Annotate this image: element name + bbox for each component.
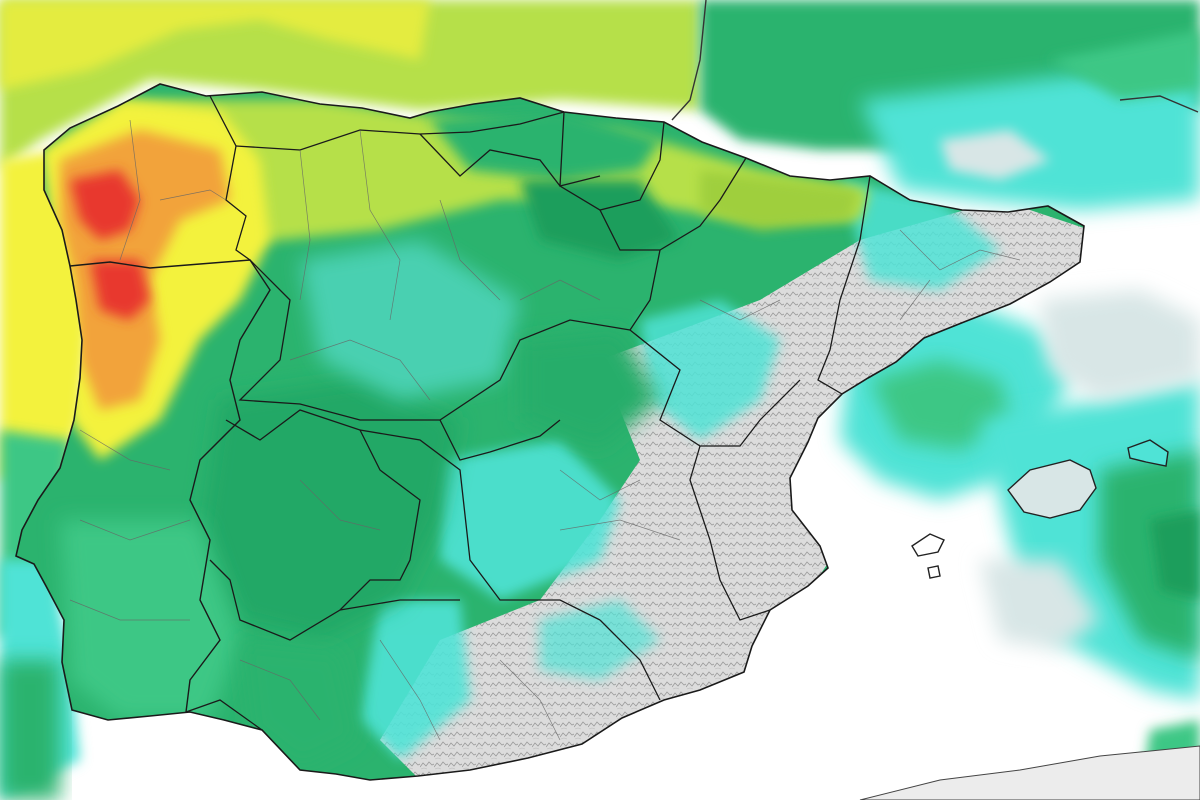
portugal-spain-border xyxy=(69,259,271,713)
france-coast-line xyxy=(671,0,707,121)
balearic-islands xyxy=(911,439,1169,579)
north-africa-coast xyxy=(859,745,1200,800)
iberia-coastline xyxy=(15,83,1085,781)
provincial-borders xyxy=(69,119,1021,741)
france-med-coast xyxy=(1119,95,1199,113)
regional-borders xyxy=(185,95,871,731)
